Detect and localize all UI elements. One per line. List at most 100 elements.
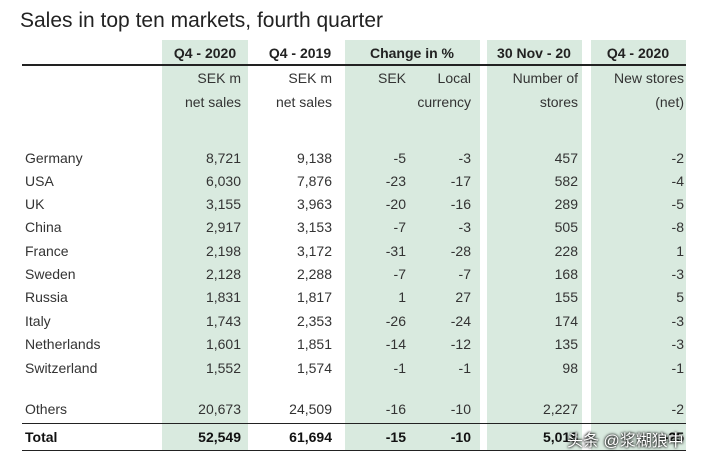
cell: 2,198 xyxy=(205,243,241,259)
watermark: 头条 @浆糊狼中 xyxy=(567,433,684,450)
column-subheader: stores xyxy=(539,94,578,110)
cell: 27 xyxy=(455,289,471,305)
cell: 1,743 xyxy=(205,313,241,329)
column-band xyxy=(345,40,480,450)
cell: -3 xyxy=(458,219,471,235)
cell: -14 xyxy=(385,336,406,352)
column-band xyxy=(487,40,582,450)
cell: 2,917 xyxy=(205,219,241,235)
total-rule xyxy=(22,423,686,424)
column-subheader: Local xyxy=(437,70,471,86)
header-rule xyxy=(22,64,686,66)
column-subheader: SEK xyxy=(377,70,406,86)
column-subheader: (net) xyxy=(655,94,684,110)
cell: 3,172 xyxy=(296,243,332,259)
cell: 20,673 xyxy=(198,401,241,417)
cell: -31 xyxy=(385,243,406,259)
cell: 9,138 xyxy=(296,150,332,166)
cell: 5,018 xyxy=(542,429,578,445)
row-label: USA xyxy=(25,173,54,189)
row-label: Russia xyxy=(25,289,68,305)
row-label: Sweden xyxy=(25,266,76,282)
cell: -8 xyxy=(671,219,684,235)
cell: 7,876 xyxy=(296,173,332,189)
cell: 135 xyxy=(554,336,578,352)
cell: -23 xyxy=(385,173,406,189)
cell: -25 xyxy=(663,429,684,445)
row-label: Total xyxy=(25,429,58,445)
cell: -10 xyxy=(450,429,471,445)
cell: -26 xyxy=(385,313,406,329)
cell: -3 xyxy=(671,336,684,352)
cell: 155 xyxy=(554,289,578,305)
column-header: 30 Nov - 20 xyxy=(497,45,571,61)
cell: 8,721 xyxy=(205,150,241,166)
cell: 228 xyxy=(554,243,578,259)
cell: -2 xyxy=(671,401,684,417)
cell: -15 xyxy=(385,429,406,445)
cell: -17 xyxy=(450,173,471,189)
cell: -28 xyxy=(450,243,471,259)
cell: 61,694 xyxy=(289,429,332,445)
cell: -1 xyxy=(458,360,471,376)
cell: -16 xyxy=(385,401,406,417)
row-label: Switzerland xyxy=(25,360,98,376)
cell: 1,817 xyxy=(296,289,332,305)
cell: 98 xyxy=(562,360,578,376)
cell: 1,851 xyxy=(296,336,332,352)
cell: 3,963 xyxy=(296,196,332,212)
cell: 1 xyxy=(398,289,406,305)
column-subheader: net sales xyxy=(184,94,241,110)
row-label: UK xyxy=(25,196,45,212)
cell: -1 xyxy=(671,360,684,376)
cell: -24 xyxy=(450,313,471,329)
cell: -4 xyxy=(671,173,684,189)
column-band xyxy=(162,40,248,450)
cell: 2,353 xyxy=(296,313,332,329)
cell: 289 xyxy=(554,196,578,212)
column-subheader: currency xyxy=(417,94,471,110)
column-subheader: SEK m xyxy=(288,70,332,86)
cell: 52,549 xyxy=(198,429,241,445)
cell: 168 xyxy=(554,266,578,282)
cell: -3 xyxy=(671,266,684,282)
cell: -2 xyxy=(671,150,684,166)
cell: 6,030 xyxy=(205,173,241,189)
row-label: China xyxy=(25,219,62,235)
cell: -12 xyxy=(450,336,471,352)
cell: -1 xyxy=(393,360,406,376)
column-subheader: net sales xyxy=(275,94,332,110)
column-subheader: New stores xyxy=(613,70,684,86)
cell: 3,153 xyxy=(296,219,332,235)
row-label: Germany xyxy=(25,150,83,166)
cell: 3,155 xyxy=(205,196,241,212)
row-label: Others xyxy=(25,401,68,417)
cell: 24,509 xyxy=(289,401,332,417)
cell: -7 xyxy=(458,266,471,282)
cell: -3 xyxy=(458,150,471,166)
cell: 5 xyxy=(676,289,684,305)
cell: -20 xyxy=(385,196,406,212)
cell: -7 xyxy=(393,266,406,282)
column-header: Q4 - 2020 xyxy=(173,45,237,61)
cell: 457 xyxy=(554,150,578,166)
cell: 2,288 xyxy=(296,266,332,282)
cell: -5 xyxy=(671,196,684,212)
column-header: Change in % xyxy=(369,45,454,61)
column-subheader: SEK m xyxy=(197,70,241,86)
cell: -5 xyxy=(393,150,406,166)
row-label: Italy xyxy=(25,313,51,329)
row-label: France xyxy=(25,243,69,259)
column-header: Q4 - 2019 xyxy=(268,45,332,61)
cell: -3 xyxy=(671,313,684,329)
cell: 1,552 xyxy=(205,360,241,376)
cell: 505 xyxy=(554,219,578,235)
title: Sales in top ten markets, fourth quarter xyxy=(20,9,384,32)
column-band xyxy=(591,40,686,450)
column-subheader: Number of xyxy=(512,70,578,86)
cell: 2,227 xyxy=(542,401,578,417)
column-header: Q4 - 2020 xyxy=(606,45,670,61)
cell: -10 xyxy=(450,401,471,417)
cell: 1,831 xyxy=(205,289,241,305)
